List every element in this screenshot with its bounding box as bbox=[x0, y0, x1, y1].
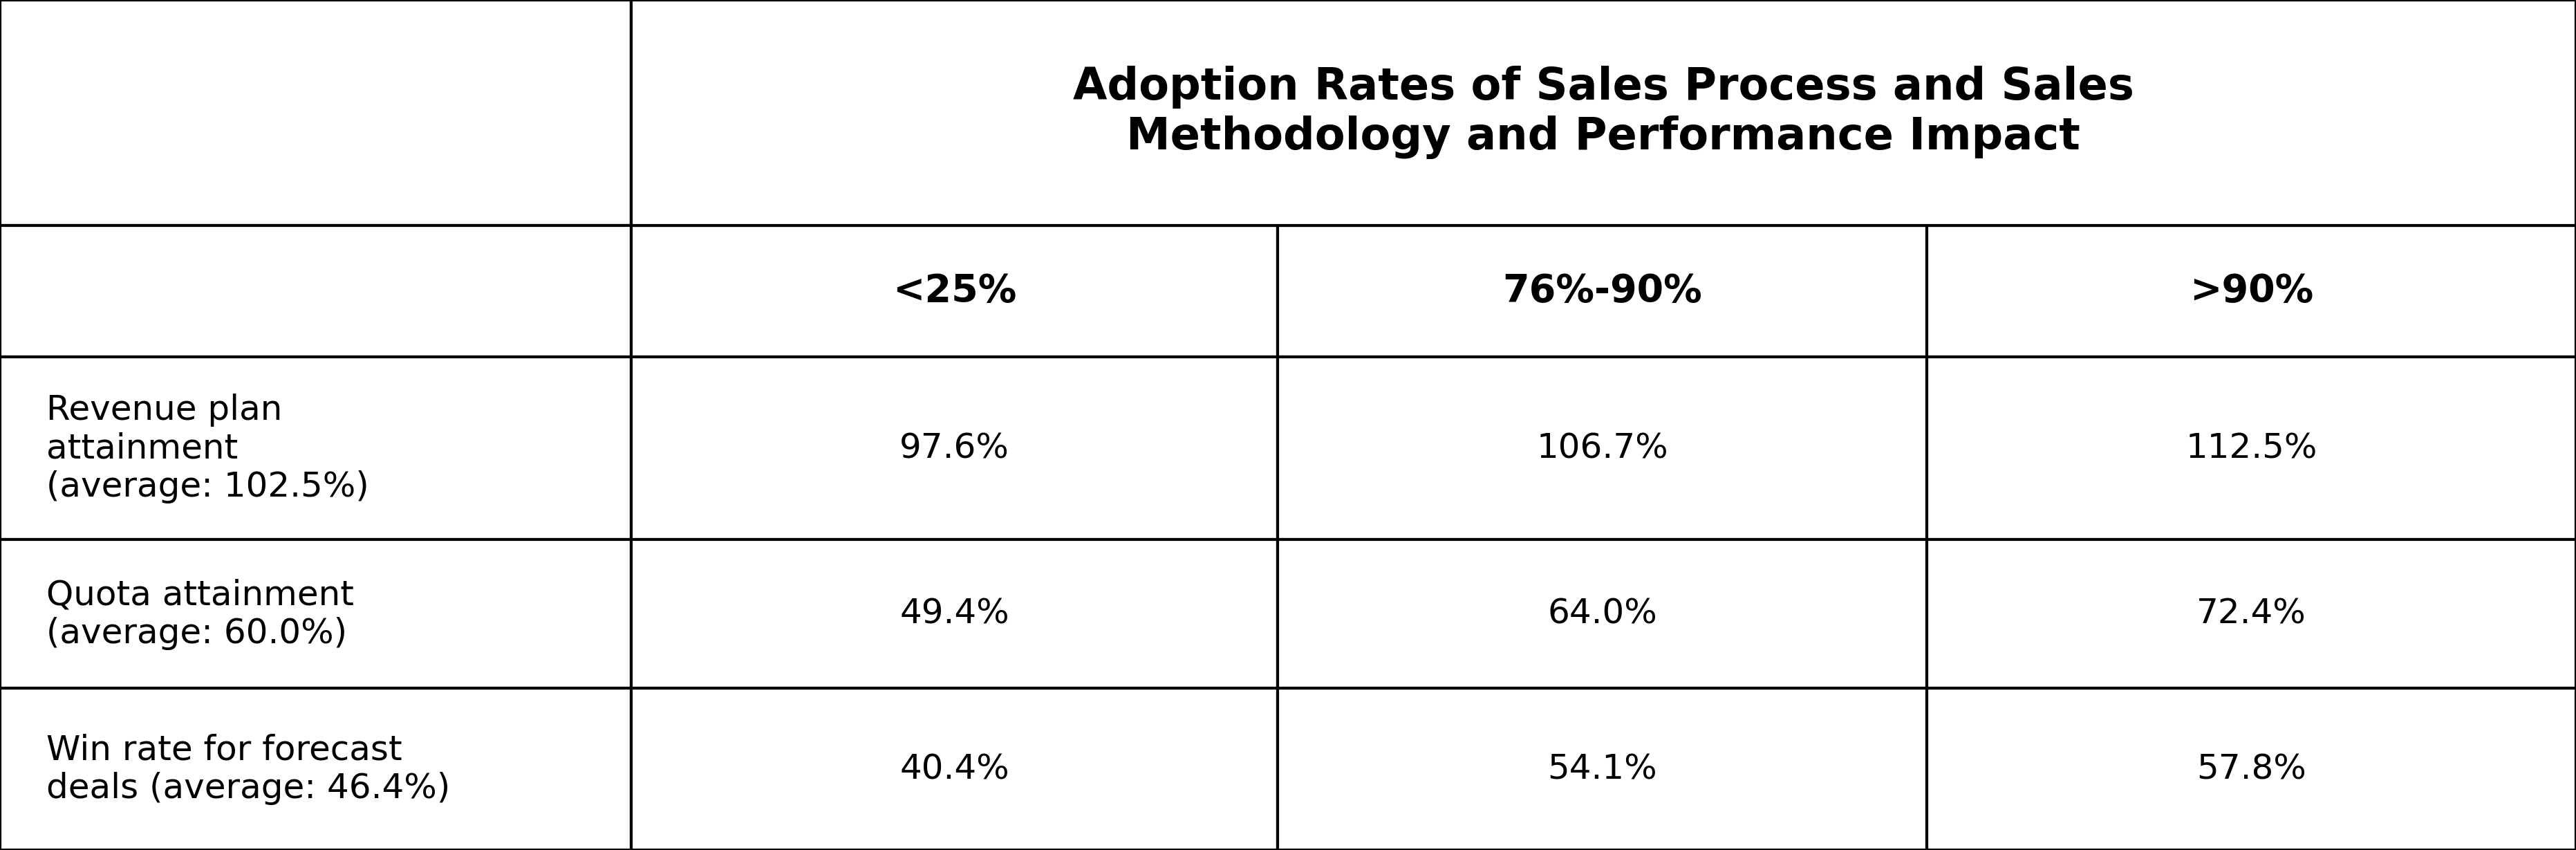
Bar bbox=[0, 225, 631, 357]
Bar bbox=[0, 0, 631, 225]
Bar bbox=[1278, 0, 1927, 225]
Text: 40.4%: 40.4% bbox=[899, 752, 1010, 786]
Bar bbox=[1278, 688, 1927, 850]
Text: Win rate for forecast
deals (average: 46.4%): Win rate for forecast deals (average: 46… bbox=[46, 734, 451, 805]
Text: >90%: >90% bbox=[2190, 273, 2313, 309]
Text: 72.4%: 72.4% bbox=[2197, 598, 2306, 631]
Text: 106.7%: 106.7% bbox=[1535, 432, 1669, 465]
Text: 76%-90%: 76%-90% bbox=[1502, 273, 1703, 309]
Bar bbox=[1278, 225, 1927, 357]
Bar bbox=[631, 0, 2576, 225]
Bar bbox=[0, 688, 631, 850]
Bar bbox=[1278, 540, 1927, 688]
Text: 54.1%: 54.1% bbox=[1548, 752, 1656, 786]
Bar bbox=[631, 688, 1278, 850]
Text: <25%: <25% bbox=[891, 273, 1018, 309]
Text: 49.4%: 49.4% bbox=[899, 598, 1010, 631]
Bar bbox=[631, 0, 1278, 225]
Bar bbox=[1278, 357, 1927, 540]
Bar bbox=[1927, 225, 2576, 357]
Text: 64.0%: 64.0% bbox=[1548, 598, 1656, 631]
Bar bbox=[1927, 688, 2576, 850]
Text: 57.8%: 57.8% bbox=[2197, 752, 2306, 786]
Text: Revenue plan
attainment
(average: 102.5%): Revenue plan attainment (average: 102.5%… bbox=[46, 394, 368, 503]
Bar bbox=[631, 540, 1278, 688]
Bar bbox=[631, 357, 1278, 540]
Bar bbox=[0, 357, 631, 540]
Bar bbox=[1927, 357, 2576, 540]
Bar bbox=[0, 540, 631, 688]
Text: 97.6%: 97.6% bbox=[899, 432, 1010, 465]
Bar bbox=[1927, 540, 2576, 688]
Text: Quota attainment
(average: 60.0%): Quota attainment (average: 60.0%) bbox=[46, 578, 353, 650]
Bar bbox=[631, 225, 1278, 357]
Bar bbox=[1927, 0, 2576, 225]
Text: Adoption Rates of Sales Process and Sales
Methodology and Performance Impact: Adoption Rates of Sales Process and Sale… bbox=[1074, 66, 2133, 159]
Text: 112.5%: 112.5% bbox=[2184, 432, 2318, 465]
